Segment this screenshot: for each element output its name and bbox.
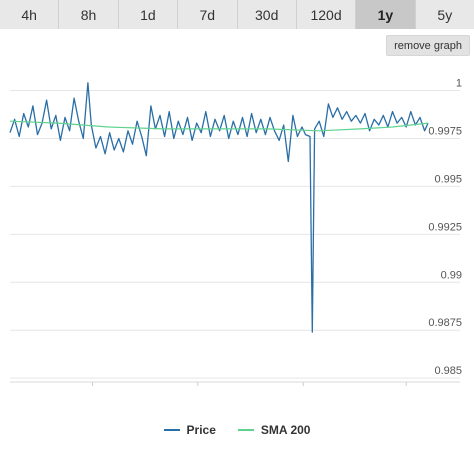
sma-legend-swatch [237, 429, 254, 431]
tab-1d[interactable]: 1d [118, 0, 179, 29]
legend-item-price[interactable]: Price [163, 423, 216, 437]
tab-1y[interactable]: 1y [356, 0, 416, 29]
legend-label-price: Price [186, 423, 216, 437]
price-series-line [9, 82, 429, 333]
tab-4h[interactable]: 4h [0, 0, 60, 29]
y-tick-label: 0.9875 [428, 317, 462, 329]
y-tick-label: 0.985 [434, 365, 462, 377]
legend-label-sma: SMA 200 [260, 423, 311, 437]
tab-30d[interactable]: 30d [237, 0, 297, 29]
legend-item-sma[interactable]: SMA 200 [237, 423, 311, 437]
y-tick-label: 1 [456, 78, 462, 90]
sma-200-series-line [9, 120, 429, 132]
timeframe-tabs: 4h 8h 1d 7d 30d 120d 1y 5y [0, 0, 474, 29]
remove-graph-button[interactable]: remove graph [386, 35, 470, 56]
tab-8h[interactable]: 8h [59, 0, 119, 29]
tab-5y[interactable]: 5y [415, 0, 474, 29]
y-tick-label: 0.9975 [428, 125, 462, 137]
tab-7d[interactable]: 7d [178, 0, 238, 29]
y-tick-label: 0.9925 [428, 221, 462, 233]
y-tick-label: 0.99 [441, 269, 462, 281]
tab-120d[interactable]: 120d [296, 0, 357, 29]
chart-legend: Price SMA 200 [0, 420, 474, 440]
price-legend-swatch [163, 429, 180, 431]
y-tick-label: 0.995 [434, 173, 462, 185]
